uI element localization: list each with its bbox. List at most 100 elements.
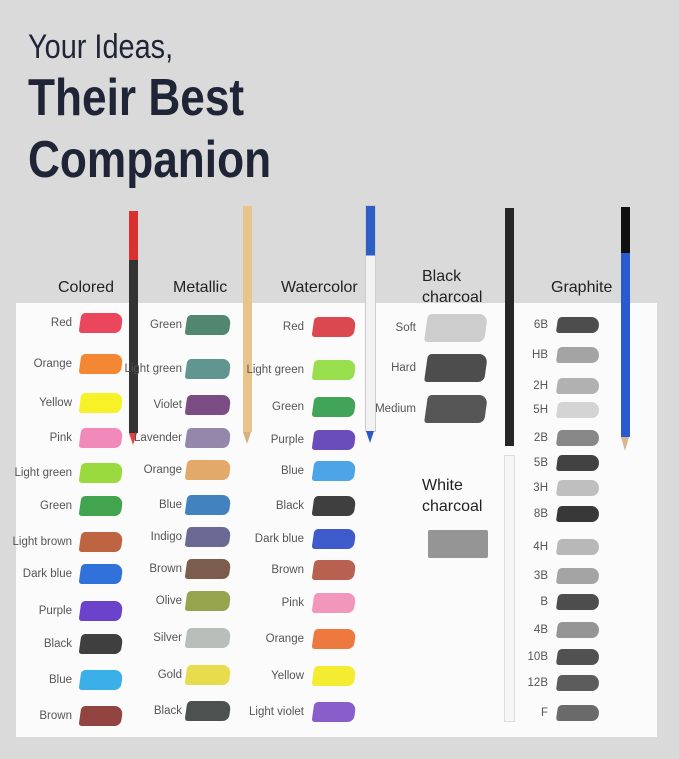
graphite-swatch	[555, 705, 601, 721]
colored-heading: Colored	[58, 279, 115, 296]
metallic-label: Violet	[153, 399, 182, 411]
metallic-swatch	[184, 359, 232, 379]
watercolor-label: Light green	[246, 364, 304, 376]
headline-line-3: Companion	[28, 131, 272, 189]
watercolor-label: Red	[282, 321, 304, 333]
metallic-label: Light green	[124, 363, 182, 375]
graphite-swatch	[555, 675, 601, 691]
colored-label: Red	[50, 317, 72, 329]
graphite-swatch	[555, 378, 601, 394]
metallic-swatch	[184, 395, 232, 415]
graphite-swatch	[555, 594, 601, 610]
headline-line-1: Your Ideas,	[28, 28, 174, 66]
graphite-swatch	[555, 347, 601, 363]
graphite-label: 2H	[533, 380, 548, 392]
black-charcoal-label: Soft	[395, 322, 416, 334]
watercolor-label: Orange	[265, 633, 304, 645]
graphite-label: 3H	[533, 482, 548, 494]
metallic-swatch	[184, 460, 232, 480]
watercolor-label: Dark blue	[254, 533, 304, 545]
graphite-swatch	[555, 317, 601, 333]
colored-label: Yellow	[39, 397, 72, 409]
graphite-swatch	[555, 539, 601, 555]
colored-label: Green	[40, 500, 72, 512]
metallic-swatch	[184, 315, 232, 335]
graphite-swatch	[555, 402, 601, 418]
colored-label: Blue	[48, 674, 72, 686]
watercolor-pencil	[365, 205, 376, 443]
metallic-swatch	[184, 527, 232, 547]
metallic-swatch	[184, 559, 232, 579]
metallic-label: Olive	[155, 595, 182, 607]
colored-label: Brown	[39, 710, 72, 722]
metallic-label: Black	[153, 705, 182, 717]
graphite-label: 12B	[527, 677, 548, 689]
black-charcoal-label: Hard	[391, 362, 416, 374]
graphite-label: HB	[532, 349, 548, 361]
metallic-swatch	[184, 428, 232, 448]
metallic-pencil	[243, 206, 252, 444]
colored-label: Purple	[38, 605, 72, 617]
graphite-label: B	[540, 596, 548, 608]
graphite-label: 4H	[533, 541, 548, 553]
metallic-label: Indigo	[150, 531, 182, 543]
graphite-swatch	[555, 480, 601, 496]
watercolor-swatch	[311, 461, 357, 481]
graphite-swatch	[555, 455, 601, 471]
watercolor-swatch	[311, 593, 357, 613]
graphite-label: 5H	[533, 404, 548, 416]
graphite-label: 4B	[533, 624, 548, 636]
colored-label: Pink	[49, 432, 72, 444]
graphite-label: 10B	[527, 651, 548, 663]
headline-line-2: Their Best	[28, 69, 245, 127]
watercolor-label: Green	[272, 401, 304, 413]
graphite-swatch	[555, 649, 601, 665]
colored-label: Light brown	[12, 536, 72, 548]
graphite-label: F	[540, 707, 548, 719]
graphite-swatch	[555, 506, 601, 522]
metallic-label: Orange	[143, 464, 182, 476]
watercolor-label: Pink	[281, 597, 304, 609]
graphite-swatch	[555, 568, 601, 584]
black-charcoal-heading: Black charcoal	[422, 268, 483, 306]
metallic-swatch	[184, 591, 232, 611]
watercolor-label: Blue	[280, 465, 304, 477]
metallic-label: Silver	[153, 632, 182, 644]
watercolor-swatch	[311, 702, 357, 722]
watercolor-label: Black	[275, 500, 304, 512]
colored-pencil	[129, 211, 138, 445]
graphite-label: 5B	[533, 457, 548, 469]
watercolor-swatch	[311, 666, 357, 686]
graphite-label: 6B	[533, 319, 548, 331]
watercolor-label: Yellow	[271, 670, 304, 682]
graphite-label: 8B	[533, 508, 548, 520]
watercolor-swatch	[311, 629, 357, 649]
graphite-pencil	[621, 207, 630, 451]
metallic-swatch	[184, 665, 232, 685]
watercolor-swatch	[311, 529, 357, 549]
metallic-heading: Metallic	[173, 279, 228, 296]
charcoal-pencil	[505, 208, 514, 446]
graphite-swatch	[555, 622, 601, 638]
metallic-swatch	[184, 495, 232, 515]
colored-label: Light green	[14, 467, 72, 479]
watercolor-heading: Watercolor	[281, 279, 358, 296]
metallic-label: Green	[150, 319, 182, 331]
white-charcoal-swatch	[428, 530, 488, 558]
metallic-label: Brown	[149, 563, 182, 575]
watercolor-swatch	[311, 430, 357, 450]
metallic-swatch	[184, 628, 232, 648]
watercolor-label: Brown	[271, 564, 304, 576]
watercolor-swatch	[311, 496, 357, 516]
watercolor-label: Purple	[270, 434, 304, 446]
watercolor-swatch	[311, 560, 357, 580]
graphite-swatch	[555, 430, 601, 446]
metallic-label: Blue	[158, 499, 182, 511]
colored-label: Dark blue	[22, 568, 72, 580]
colored-label: Black	[43, 638, 72, 650]
graphite-heading: Graphite	[551, 279, 613, 296]
metallic-label: Gold	[157, 669, 182, 681]
white-charcoal-heading: White charcoal	[422, 477, 483, 515]
white-charcoal-pencil	[504, 455, 515, 722]
graphite-label: 3B	[533, 570, 548, 582]
